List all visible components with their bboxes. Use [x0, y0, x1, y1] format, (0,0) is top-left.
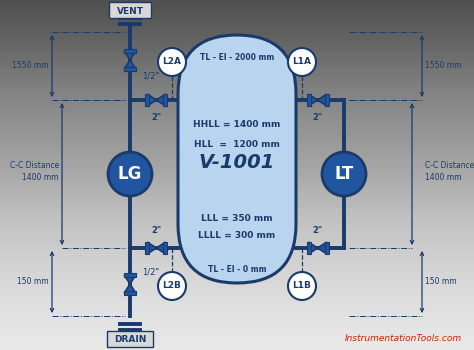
- Text: C-C Distance: C-C Distance: [10, 161, 59, 170]
- Polygon shape: [156, 94, 165, 106]
- Polygon shape: [124, 51, 136, 60]
- Circle shape: [158, 48, 186, 76]
- Text: DRAIN: DRAIN: [114, 336, 146, 344]
- Text: LLLL = 300 mm: LLLL = 300 mm: [199, 231, 275, 240]
- Text: HHLL = 1400 mm: HHLL = 1400 mm: [193, 120, 281, 129]
- FancyBboxPatch shape: [107, 331, 153, 347]
- Text: L1A: L1A: [292, 57, 311, 66]
- Text: L2A: L2A: [163, 57, 182, 66]
- Text: TL - El - 2000 mm: TL - El - 2000 mm: [200, 52, 274, 62]
- Text: 2": 2": [312, 113, 323, 122]
- Polygon shape: [309, 94, 318, 106]
- Circle shape: [288, 48, 316, 76]
- Polygon shape: [124, 60, 136, 69]
- Text: LG: LG: [118, 165, 142, 183]
- FancyBboxPatch shape: [109, 2, 151, 18]
- Text: L2B: L2B: [163, 281, 182, 290]
- Text: VENT: VENT: [117, 7, 144, 15]
- Text: L1B: L1B: [292, 281, 311, 290]
- Polygon shape: [309, 242, 318, 254]
- Text: C-C Distance: C-C Distance: [425, 161, 474, 170]
- Polygon shape: [164, 242, 167, 254]
- Polygon shape: [325, 242, 328, 254]
- Polygon shape: [325, 94, 328, 106]
- Text: InstrumentationTools.com: InstrumentationTools.com: [345, 334, 462, 343]
- Polygon shape: [307, 94, 310, 106]
- Text: 1550 mm: 1550 mm: [425, 62, 462, 70]
- Text: 1400 mm: 1400 mm: [425, 174, 462, 182]
- Polygon shape: [124, 273, 136, 277]
- Text: 150 mm: 150 mm: [18, 278, 49, 287]
- Polygon shape: [146, 94, 149, 106]
- Text: 1550 mm: 1550 mm: [12, 62, 49, 70]
- Text: 1/2": 1/2": [142, 71, 159, 80]
- Text: 1/2": 1/2": [142, 267, 159, 276]
- Circle shape: [322, 152, 366, 196]
- Text: V-1001: V-1001: [199, 154, 275, 173]
- Circle shape: [158, 272, 186, 300]
- Polygon shape: [156, 242, 165, 254]
- Text: LLL = 350 mm: LLL = 350 mm: [201, 214, 273, 223]
- Text: 1400 mm: 1400 mm: [22, 174, 59, 182]
- Polygon shape: [164, 94, 167, 106]
- FancyBboxPatch shape: [178, 35, 296, 283]
- Text: HLL  =  1200 mm: HLL = 1200 mm: [194, 140, 280, 149]
- Text: LT: LT: [334, 165, 354, 183]
- Polygon shape: [124, 275, 136, 284]
- Circle shape: [288, 272, 316, 300]
- Polygon shape: [147, 242, 156, 254]
- Polygon shape: [124, 49, 136, 53]
- Polygon shape: [124, 67, 136, 71]
- Text: 150 mm: 150 mm: [425, 278, 456, 287]
- Text: TL - El - 0 mm: TL - El - 0 mm: [208, 265, 266, 273]
- Text: 2": 2": [151, 226, 162, 235]
- Polygon shape: [124, 284, 136, 293]
- Polygon shape: [147, 94, 156, 106]
- Polygon shape: [307, 242, 310, 254]
- Polygon shape: [318, 94, 327, 106]
- Polygon shape: [318, 242, 327, 254]
- Text: 2": 2": [151, 113, 162, 122]
- Polygon shape: [124, 291, 136, 295]
- Text: 2": 2": [312, 226, 323, 235]
- Polygon shape: [146, 242, 149, 254]
- Circle shape: [108, 152, 152, 196]
